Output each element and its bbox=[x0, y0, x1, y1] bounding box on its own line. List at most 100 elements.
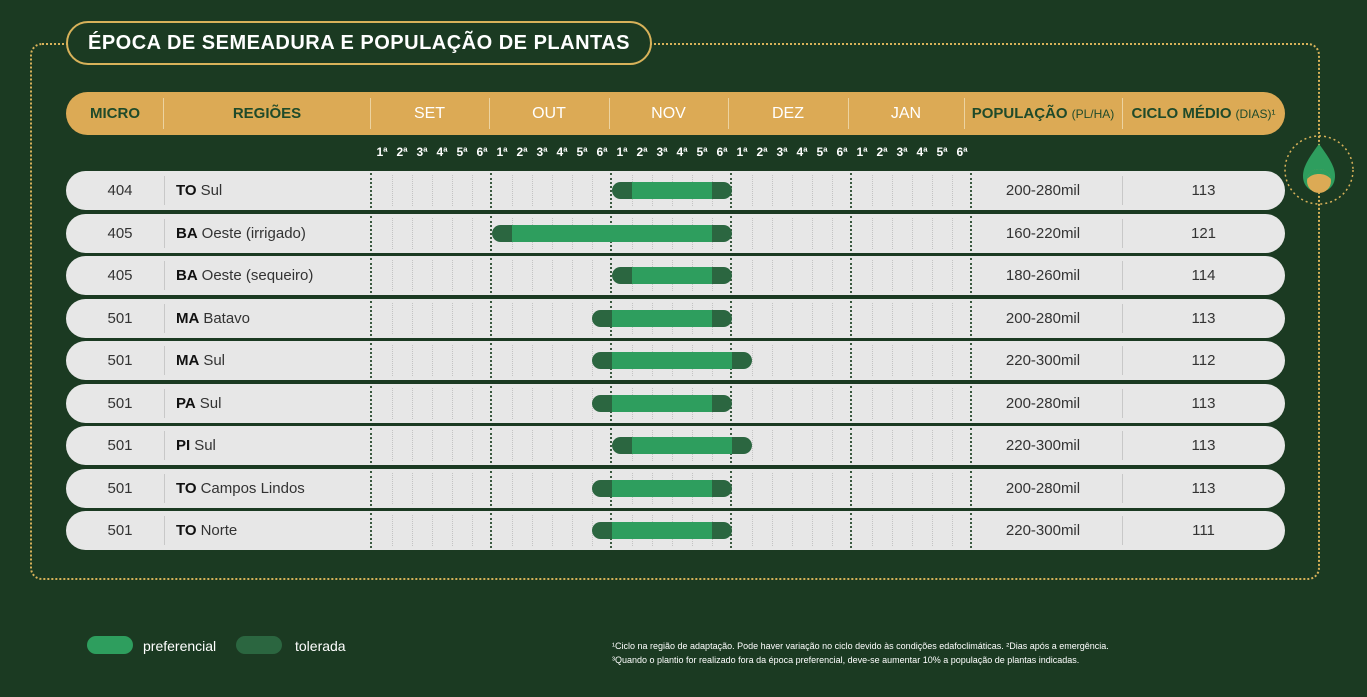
bar-preferencial bbox=[512, 225, 712, 242]
bar-preferencial bbox=[612, 480, 712, 497]
cell-populacao: 220-300mil bbox=[1005, 522, 1081, 539]
week-label: 3ª bbox=[416, 145, 428, 159]
week-gridline bbox=[392, 388, 393, 419]
week-gridline bbox=[432, 218, 433, 249]
week-gridline bbox=[892, 260, 893, 291]
table-row: 501 MA Sul 220-300mil 112 bbox=[66, 341, 1285, 380]
month-divider bbox=[970, 343, 972, 378]
week-gridline bbox=[832, 388, 833, 419]
week-gridline bbox=[592, 430, 593, 461]
week-gridline bbox=[932, 388, 933, 419]
week-gridline bbox=[912, 345, 913, 376]
row-divider bbox=[1122, 389, 1123, 418]
week-gridline bbox=[792, 260, 793, 291]
week-gridline bbox=[772, 260, 773, 291]
page-title: ÉPOCA DE SEMEADURA E POPULAÇÃO DE PLANTA… bbox=[66, 21, 653, 65]
region-name: Sul bbox=[199, 395, 222, 412]
week-gridline bbox=[432, 345, 433, 376]
week-gridline bbox=[932, 303, 933, 334]
week-gridline bbox=[792, 175, 793, 206]
month-divider bbox=[850, 471, 852, 506]
cell-micro: 405 bbox=[107, 225, 133, 242]
table-row: 501 PI Sul 220-300mil 113 bbox=[66, 426, 1285, 465]
week-label: 2ª bbox=[876, 145, 888, 159]
week-gridline bbox=[812, 473, 813, 504]
month-divider bbox=[370, 428, 372, 463]
week-label: 5ª bbox=[456, 145, 468, 159]
cell-regiao: TO Campos Lindos bbox=[176, 469, 366, 508]
week-gridline bbox=[752, 175, 753, 206]
week-gridline bbox=[812, 388, 813, 419]
month-divider bbox=[490, 216, 492, 251]
week-gridline bbox=[812, 515, 813, 546]
week-gridline bbox=[912, 175, 913, 206]
week-gridline bbox=[432, 430, 433, 461]
row-divider bbox=[164, 176, 165, 205]
week-gridline bbox=[392, 345, 393, 376]
row-divider bbox=[1122, 176, 1123, 205]
week-gridline bbox=[532, 388, 533, 419]
week-gridline bbox=[592, 260, 593, 291]
week-gridline bbox=[792, 345, 793, 376]
week-gridline bbox=[512, 430, 513, 461]
table-row: 501 TO Campos Lindos 200-280mil 113 bbox=[66, 469, 1285, 508]
row-divider bbox=[164, 389, 165, 418]
week-gridline bbox=[552, 388, 553, 419]
week-gridline bbox=[812, 218, 813, 249]
header-divider bbox=[489, 98, 490, 129]
week-label: 4ª bbox=[796, 145, 808, 159]
header-divider bbox=[964, 98, 965, 129]
week-gridline bbox=[772, 388, 773, 419]
header-divider bbox=[848, 98, 849, 129]
week-gridline bbox=[892, 430, 893, 461]
week-gridline bbox=[952, 175, 953, 206]
month-divider bbox=[490, 471, 492, 506]
month-divider bbox=[970, 258, 972, 293]
cell-regiao: PI Sul bbox=[176, 426, 366, 465]
cell-ciclo: 113 bbox=[1191, 182, 1216, 199]
cell-micro: 501 bbox=[107, 437, 133, 454]
region-name: Campos Lindos bbox=[200, 480, 305, 497]
week-gridline bbox=[452, 175, 453, 206]
week-gridline bbox=[532, 430, 533, 461]
cell-populacao: 160-220mil bbox=[1005, 225, 1081, 242]
week-gridline bbox=[452, 303, 453, 334]
week-gridline bbox=[812, 303, 813, 334]
cell-populacao: 180-260mil bbox=[1005, 267, 1081, 284]
month-divider bbox=[490, 258, 492, 293]
week-label: 3ª bbox=[536, 145, 548, 159]
week-gridline bbox=[952, 430, 953, 461]
week-gridline bbox=[572, 345, 573, 376]
week-label: 6ª bbox=[596, 145, 608, 159]
week-gridline bbox=[552, 303, 553, 334]
month-divider bbox=[490, 513, 492, 548]
week-gridline bbox=[752, 345, 753, 376]
cell-ciclo: 113 bbox=[1191, 480, 1216, 497]
week-gridline bbox=[512, 515, 513, 546]
month-divider bbox=[370, 173, 372, 208]
week-gridline bbox=[912, 303, 913, 334]
row-divider bbox=[164, 474, 165, 503]
week-gridline bbox=[952, 303, 953, 334]
region-name: Sul bbox=[203, 352, 226, 369]
cell-populacao: 220-300mil bbox=[1005, 352, 1081, 369]
week-label: 4ª bbox=[916, 145, 928, 159]
week-gridline bbox=[472, 260, 473, 291]
week-label: 1ª bbox=[736, 145, 748, 159]
legend-preferencial-label: preferencial bbox=[143, 638, 217, 654]
week-label: 5ª bbox=[696, 145, 708, 159]
week-gridline bbox=[412, 260, 413, 291]
week-gridline bbox=[892, 175, 893, 206]
state-abbr: TO bbox=[176, 522, 197, 539]
week-gridline bbox=[512, 473, 513, 504]
week-gridline bbox=[832, 345, 833, 376]
week-label: 5ª bbox=[936, 145, 948, 159]
week-gridline bbox=[452, 388, 453, 419]
week-gridline bbox=[952, 260, 953, 291]
month-divider bbox=[970, 216, 972, 251]
week-gridline bbox=[512, 260, 513, 291]
week-gridline bbox=[912, 430, 913, 461]
week-gridline bbox=[912, 473, 913, 504]
cell-regiao: PA Sul bbox=[176, 384, 366, 423]
row-divider bbox=[1122, 346, 1123, 375]
